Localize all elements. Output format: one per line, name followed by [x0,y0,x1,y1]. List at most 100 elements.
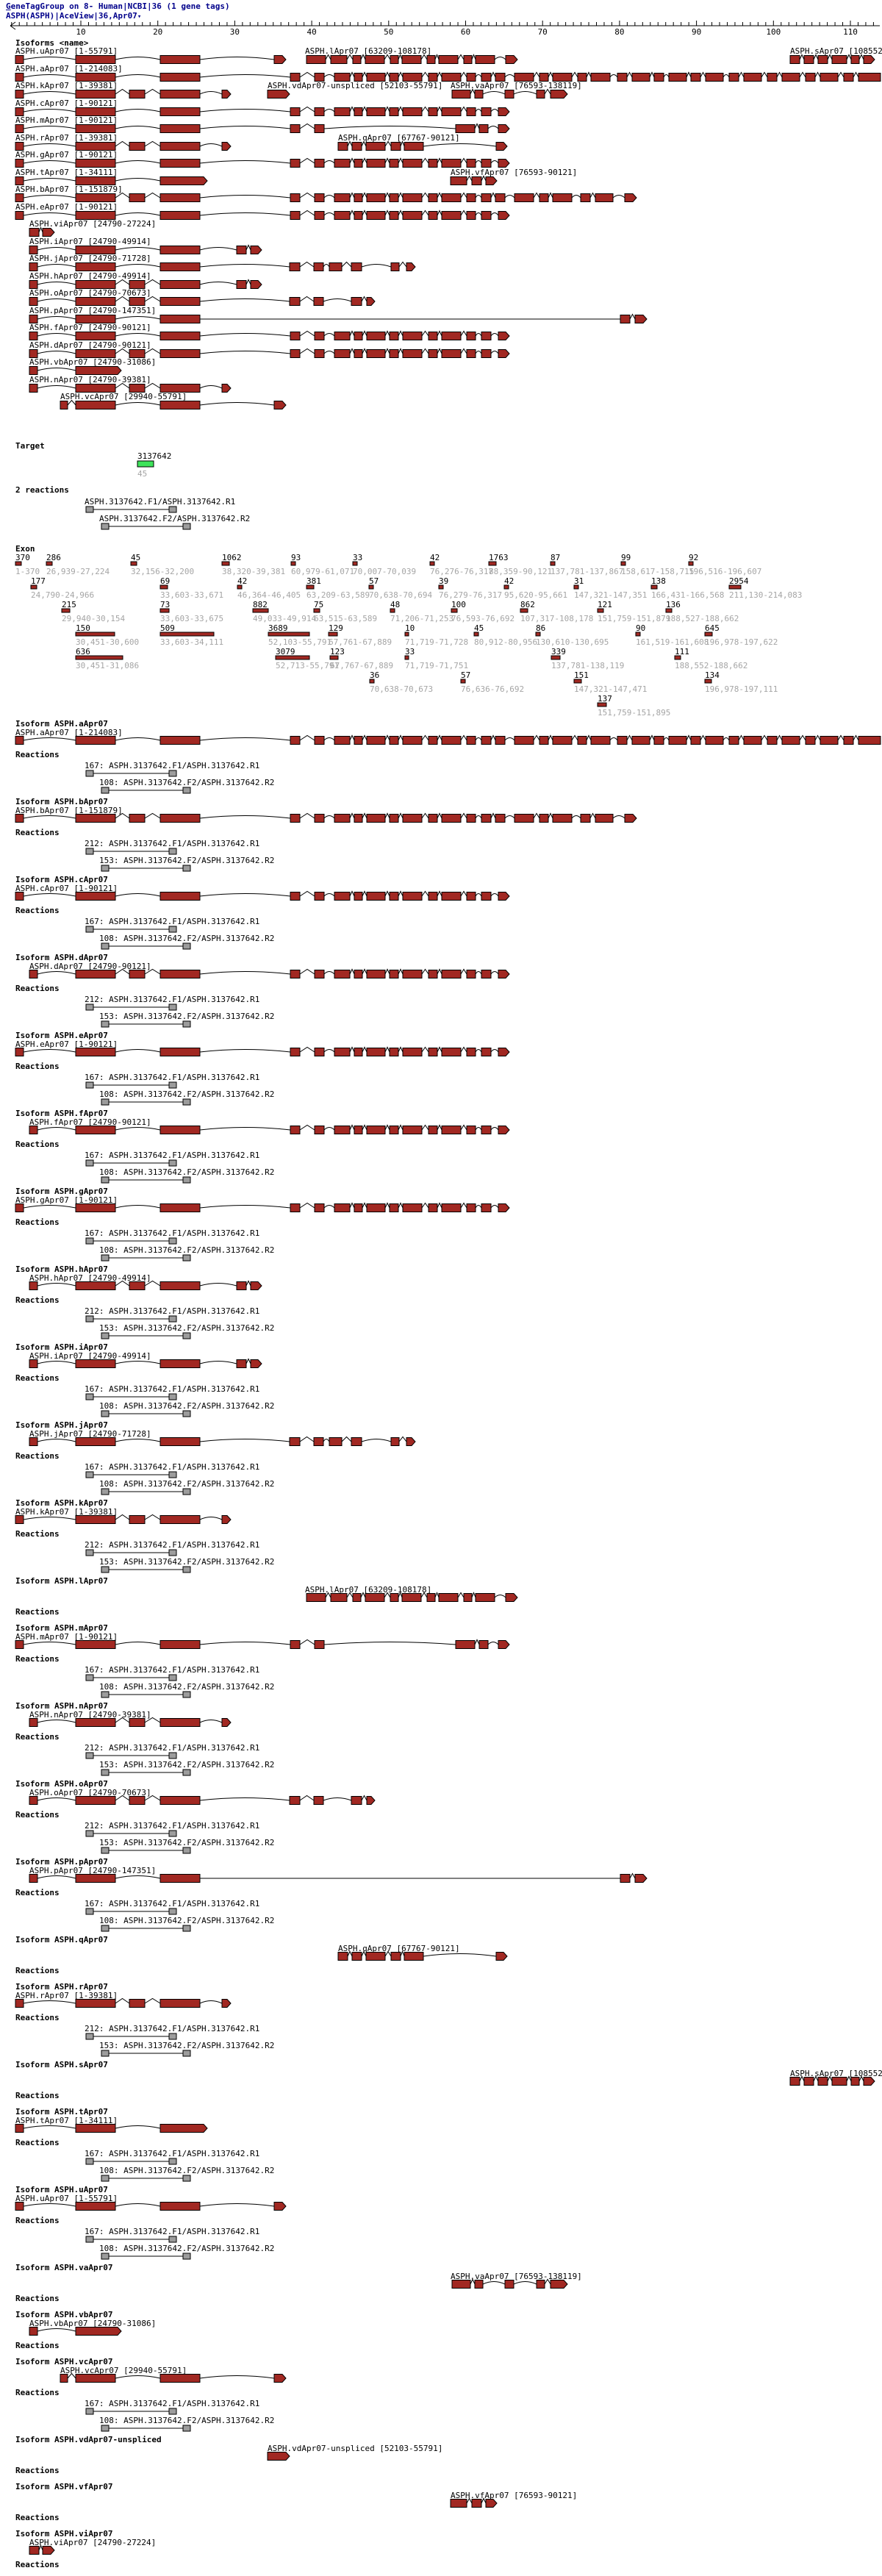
exon-box[interactable] [514,193,534,202]
exon-box[interactable] [366,348,386,358]
exon-box[interactable] [475,1593,495,1602]
isoform-label[interactable]: ASPH.pApr07 [24790-147351] [29,1866,157,1875]
reaction-label[interactable]: 153: ASPH.3137642.F2/ASPH.3137642.R2 [99,1323,275,1333]
exon-box[interactable] [402,1126,423,1134]
reaction-label[interactable]: 167: ASPH.3137642.F1/ASPH.3137642.R1 [85,1462,260,1472]
exon-box[interactable] [463,55,473,64]
exon-box[interactable] [29,279,38,289]
exon-box[interactable] [428,892,438,901]
exon-arrow[interactable] [273,2374,287,2383]
isoform-model[interactable] [0,88,882,100]
forward-primer-box[interactable] [85,1393,94,1400]
forward-primer-box[interactable] [85,848,94,855]
forward-primer-box[interactable] [85,1081,94,1089]
exon-box[interactable] [159,314,201,323]
exon-length[interactable]: 370 [15,553,30,562]
isoform-model[interactable] [0,105,882,118]
exon-arrow[interactable] [159,2124,208,2133]
exon-box[interactable] [290,1203,301,1212]
reverse-primer-box[interactable] [182,2175,191,2182]
exon-arrow[interactable] [505,55,518,64]
exon-box[interactable] [329,262,343,271]
reaction-label[interactable]: 153: ASPH.3137642.F2/ASPH.3137642.R2 [99,1012,275,1021]
exon-length[interactable]: 121 [598,600,612,609]
exon-length[interactable]: 10 [405,623,415,633]
exon-bar[interactable] [268,632,310,637]
exon-box[interactable] [29,348,38,358]
reverse-primer-box[interactable] [182,1176,191,1184]
reaction-label[interactable]: 167: ASPH.3137642.F1/ASPH.3137642.R1 [85,1073,260,1082]
exon-box[interactable] [75,1718,116,1727]
exon-box[interactable] [334,1126,351,1134]
exon-box[interactable] [354,1048,363,1056]
reverse-primer-box[interactable] [168,1752,177,1759]
exon-bar[interactable] [290,561,296,566]
exon-box[interactable] [401,1593,422,1602]
exon-box[interactable] [743,736,762,745]
reverse-primer-box[interactable] [182,2050,191,2057]
exon-box[interactable] [290,892,301,901]
isoform-label[interactable]: ASPH.kApr07 [1-39381] [15,81,118,90]
isoform-model[interactable] [0,2544,882,2556]
exon-length[interactable]: 862 [520,600,535,609]
isoform-label[interactable]: ASPH.dApr07 [24790-90121] [29,340,151,350]
exon-box[interactable] [389,1048,399,1056]
isoform-model[interactable] [0,1436,882,1448]
reverse-primer-box[interactable] [182,865,191,872]
exon-box[interactable] [159,348,201,358]
exon-box[interactable] [334,332,351,340]
exon-box[interactable] [438,1593,459,1602]
exon-box[interactable] [402,892,423,901]
exon-arrow[interactable] [250,1281,262,1290]
forward-primer-box[interactable] [101,1098,110,1106]
target-name[interactable]: 3137642 [137,451,172,461]
exon-box[interactable] [75,2202,116,2211]
isoform-model[interactable] [0,382,882,394]
exon-box[interactable] [313,262,324,271]
isoform-model[interactable] [0,2278,882,2290]
reaction-label[interactable]: 108: ASPH.3137642.F2/ASPH.3137642.R2 [99,1090,275,1099]
exon-box[interactable] [60,2374,68,2383]
exon-length[interactable]: 129 [329,623,343,633]
reverse-primer-box[interactable] [168,1393,177,1400]
reaction-label[interactable]: 212: ASPH.3137642.F1/ASPH.3137642.R1 [85,1540,260,1550]
exon-box[interactable] [451,90,471,99]
forward-primer-box[interactable] [101,2425,110,2432]
isoform-model[interactable] [0,734,882,746]
isoform-model[interactable] [0,2450,882,2462]
exon-box[interactable] [466,1203,476,1212]
exon-box[interactable] [290,1640,301,1649]
isoform-label[interactable]: ASPH.iApr07 [24790-49914] [29,1351,151,1361]
exon-box[interactable] [159,279,201,289]
exon-box[interactable] [75,401,116,409]
reaction-label[interactable]: 212: ASPH.3137642.F1/ASPH.3137642.R1 [85,2024,260,2033]
exon-box[interactable] [15,1999,24,2008]
exon-arrow[interactable] [498,1203,510,1212]
exon-box[interactable] [805,736,816,745]
isoform-model[interactable] [0,140,882,152]
exon-length[interactable]: 123 [330,647,345,656]
isoform-label[interactable]: ASPH.gApr07 [1-90121] [15,150,118,160]
isoform-label[interactable]: ASPH.vaApr07 [76593-138119] [451,2272,582,2281]
exon-length[interactable]: 33 [405,647,415,656]
exon-length[interactable]: 381 [306,576,321,586]
exon-box[interactable] [159,124,201,133]
exon-box[interactable] [690,72,701,82]
exon-box[interactable] [389,72,399,82]
exon-box[interactable] [15,1515,24,1524]
exon-box[interactable] [580,193,591,202]
exon-arrow[interactable] [498,124,510,133]
exon-box[interactable] [236,1359,247,1368]
exon-box[interactable] [75,1126,116,1134]
exon-box[interactable] [366,193,386,202]
exon-box[interactable] [471,2499,482,2508]
exon-box[interactable] [466,970,476,978]
isoform-label[interactable]: ASPH.aApr07 [1-214083] [15,728,123,737]
exon-length[interactable]: 86 [536,623,546,633]
exon-arrow[interactable] [273,401,287,409]
exon-box[interactable] [159,193,201,202]
isoform-label[interactable]: ASPH.eApr07 [1-90121] [15,201,118,212]
exon-box[interactable] [441,1126,462,1134]
forward-primer-box[interactable] [85,1237,94,1245]
exon-box[interactable] [789,55,800,64]
